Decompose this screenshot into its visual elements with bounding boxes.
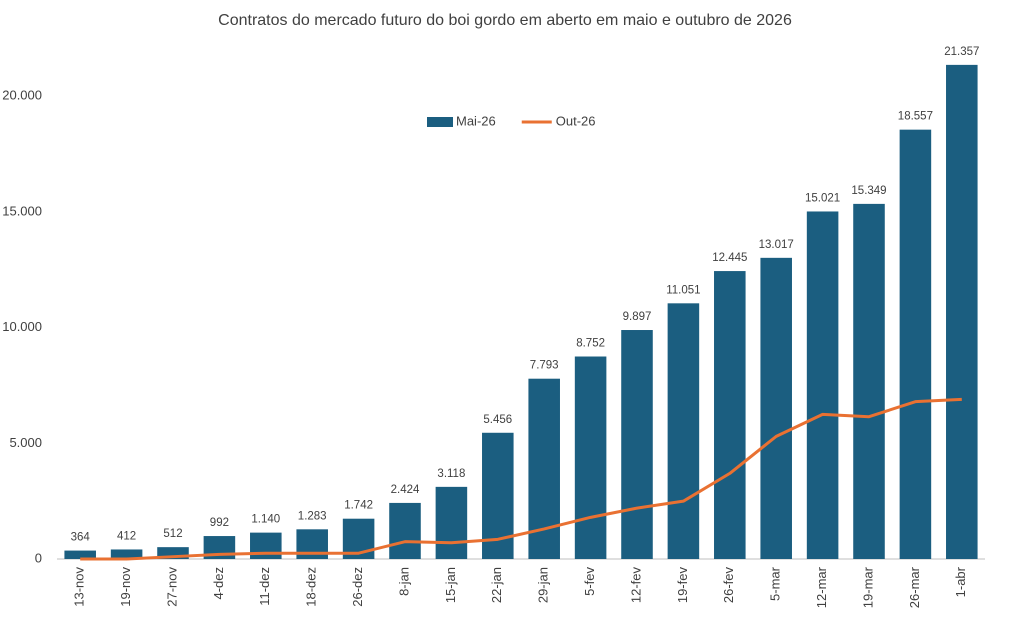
x-tick-label: 8-jan — [396, 567, 411, 596]
x-tick-label: 19-mar — [860, 566, 875, 608]
x-tick-label: 12-mar — [814, 566, 829, 608]
x-tick-label: 19-nov — [118, 567, 133, 607]
value-label: 1.742 — [344, 500, 373, 512]
bar — [714, 271, 746, 559]
x-tick-label: 1-abr — [953, 566, 968, 597]
x-tick-label: 26-dez — [350, 567, 365, 607]
x-tick-label: 5-fev — [582, 567, 597, 596]
x-tick-label: 26-fev — [721, 567, 736, 604]
value-label: 1.140 — [251, 514, 280, 526]
bar — [250, 532, 282, 559]
x-tick-label: 5-mar — [768, 566, 783, 601]
value-label: 5.456 — [483, 414, 512, 426]
chart-title: Contratos do mercado futuro do boi gordo… — [218, 12, 792, 29]
bar — [574, 356, 607, 559]
bar — [110, 549, 143, 559]
legend-swatch — [427, 117, 453, 127]
bar — [853, 203, 885, 560]
value-label: 1.283 — [298, 510, 327, 522]
x-tick-label: 22-jan — [489, 567, 504, 603]
value-label: 15.021 — [805, 192, 840, 204]
value-label: 12.445 — [712, 252, 747, 264]
bar — [760, 257, 792, 559]
y-tick-label: 20.000 — [2, 88, 42, 103]
y-tick-label: 0 — [35, 550, 42, 565]
value-label: 364 — [71, 532, 91, 544]
y-tick-label: 5.000 — [9, 435, 42, 450]
x-tick-label: 27-nov — [164, 567, 179, 607]
x-tick-label: 15-jan — [443, 567, 458, 603]
bar — [806, 211, 839, 559]
legend-label: Mai-26 — [456, 113, 496, 128]
bar — [899, 129, 932, 559]
y-tick-label: 10.000 — [2, 319, 42, 334]
x-tick-label: 19-fev — [675, 567, 690, 604]
value-label: 11.051 — [666, 284, 700, 296]
x-tick-label: 12-fev — [628, 567, 643, 604]
value-label: 412 — [117, 530, 136, 542]
value-label: 18.557 — [898, 111, 933, 123]
bar — [667, 303, 700, 559]
value-label: 7.793 — [530, 360, 559, 372]
value-label: 21.357 — [944, 46, 979, 58]
bar — [435, 486, 468, 559]
value-label: 8.752 — [576, 338, 605, 350]
bar — [157, 547, 189, 559]
legend-label: Out-26 — [556, 113, 596, 128]
x-tick-label: 11-dez — [257, 567, 272, 606]
value-label: 992 — [210, 517, 229, 529]
bar — [946, 64, 978, 559]
value-label: 512 — [163, 528, 182, 540]
bar — [64, 550, 96, 559]
value-label: 9.897 — [623, 311, 652, 323]
x-tick-label: 18-dez — [304, 567, 319, 607]
value-label: 15.349 — [851, 185, 886, 197]
bar — [621, 330, 653, 559]
bar — [389, 502, 421, 559]
value-label: 2.424 — [391, 484, 420, 496]
value-label: 13.017 — [759, 239, 794, 251]
value-label: 3.118 — [437, 468, 465, 480]
x-tick-label: 4-dez — [211, 567, 226, 600]
x-tick-label: 29-jan — [536, 567, 551, 603]
y-tick-label: 15.000 — [2, 203, 42, 218]
line — [80, 397, 962, 561]
x-tick-label: 13-nov — [72, 567, 87, 607]
x-tick-label: 26-mar — [907, 566, 922, 608]
